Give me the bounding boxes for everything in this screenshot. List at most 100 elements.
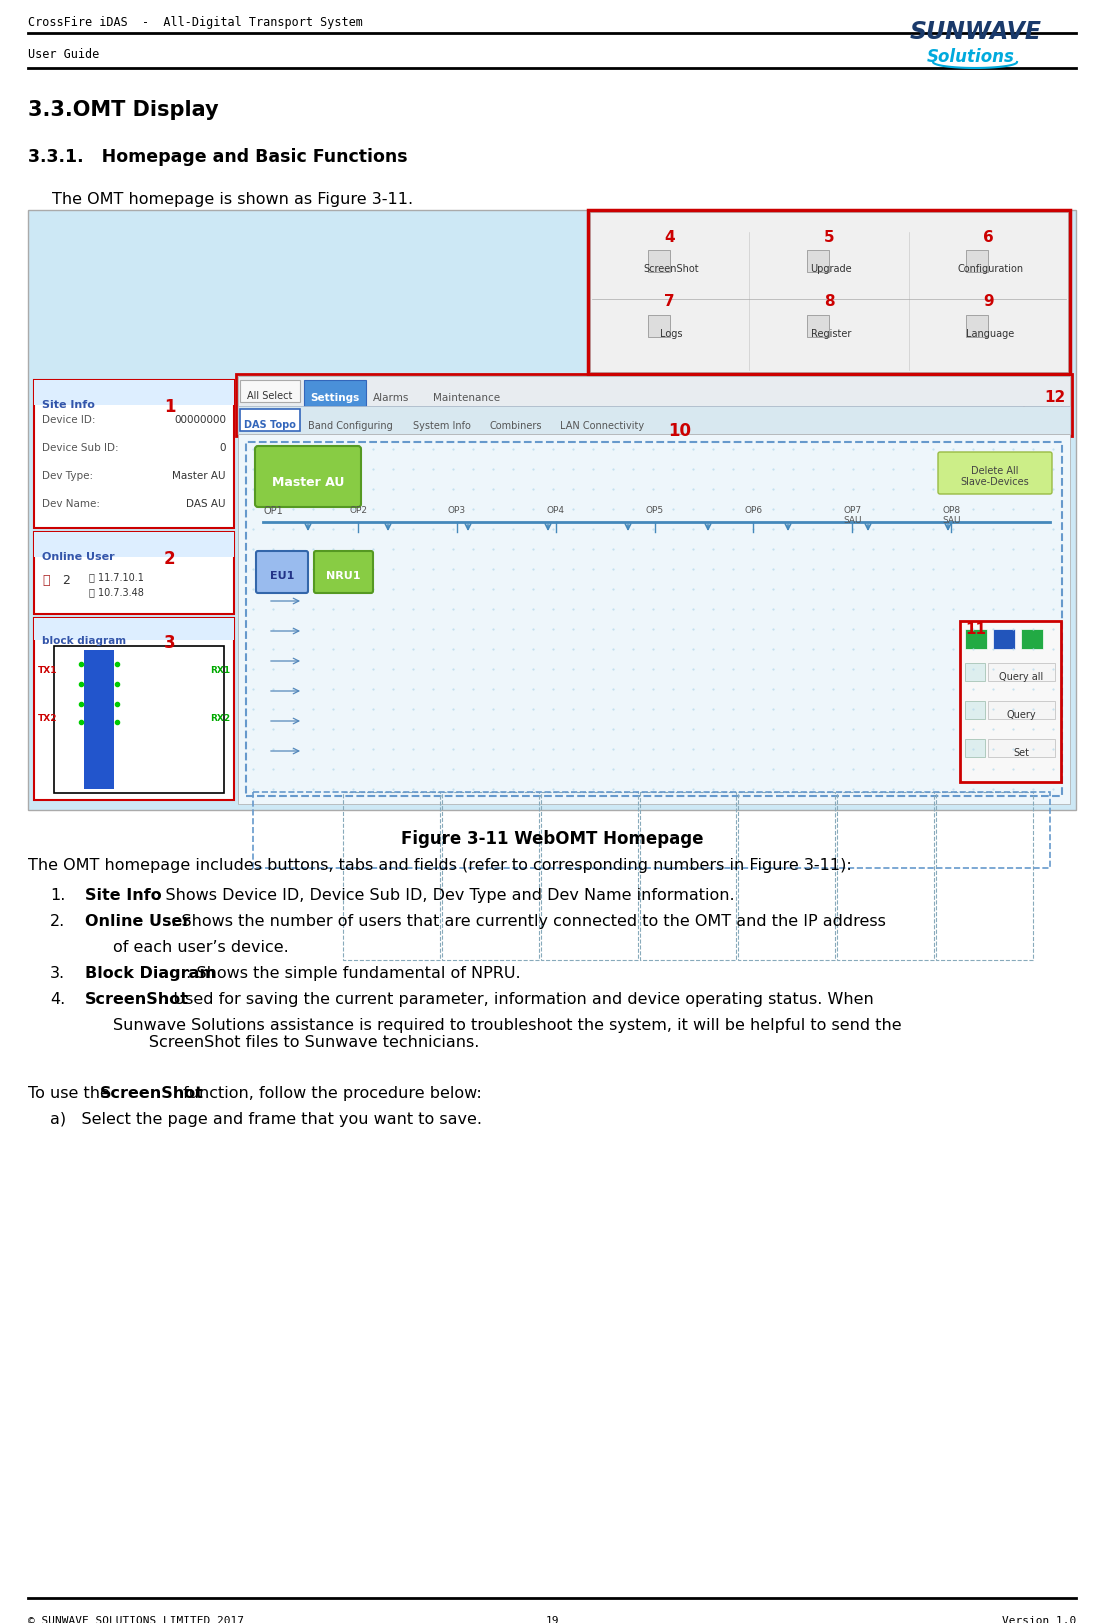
Bar	[34, 618, 234, 800]
Text: 3.3.OMT Display: 3.3.OMT Display	[28, 101, 219, 120]
Text: Online User: Online User	[42, 552, 115, 562]
Bar	[965, 630, 987, 649]
Bar	[238, 433, 1070, 803]
FancyBboxPatch shape	[314, 550, 373, 592]
Text: System Info: System Info	[413, 420, 471, 432]
Bar	[648, 250, 670, 273]
FancyBboxPatch shape	[255, 446, 361, 506]
Text: of each user’s device.: of each user’s device.	[113, 940, 289, 954]
Text: 2: 2	[164, 550, 176, 568]
Text: : Used for saving the current parameter, information and device operating status: : Used for saving the current parameter,…	[163, 992, 873, 1006]
Text: 12: 12	[1044, 390, 1066, 406]
Bar	[1025, 386, 1062, 407]
Text: function, follow the procedure below:: function, follow the procedure below:	[178, 1086, 481, 1100]
Text: 4: 4	[665, 230, 675, 245]
Text: The OMT homepage includes buttons, tabs and fields (refer to corresponding numbe: The OMT homepage includes buttons, tabs …	[28, 859, 852, 873]
Text: Dev Type:: Dev Type:	[42, 471, 93, 480]
Bar	[988, 738, 1055, 756]
Text: 1.: 1.	[50, 888, 65, 902]
Text: Combiners: Combiners	[490, 420, 542, 432]
Bar	[343, 792, 439, 959]
Text: Block Diagram: Block Diagram	[85, 966, 216, 980]
Text: a)   Select the page and frame that you want to save.: a) Select the page and frame that you wa…	[50, 1112, 482, 1126]
Bar	[246, 441, 1062, 795]
Text: DAS AU: DAS AU	[187, 498, 226, 510]
Text: Site Info: Site Info	[85, 888, 162, 902]
Text: 1: 1	[164, 398, 176, 415]
Text: Band Configuring: Band Configuring	[308, 420, 393, 432]
Text: EU1: EU1	[269, 571, 294, 581]
Text: RX2: RX2	[210, 714, 230, 722]
Bar	[238, 406, 1070, 433]
Text: 11: 11	[965, 622, 986, 636]
Bar	[807, 315, 829, 338]
Text: To use the: To use the	[28, 1086, 115, 1100]
Bar	[992, 630, 1015, 649]
Bar	[965, 701, 985, 719]
Bar	[936, 792, 1033, 959]
Text: ScreenShot: ScreenShot	[99, 1086, 203, 1100]
Text: ScreenShot: ScreenShot	[85, 992, 189, 1006]
Bar	[28, 209, 1076, 810]
Bar	[54, 646, 224, 794]
FancyBboxPatch shape	[938, 451, 1052, 493]
Text: 5: 5	[824, 230, 835, 245]
Bar	[837, 792, 934, 959]
Text: 7: 7	[665, 294, 675, 308]
Text: Master AU: Master AU	[272, 476, 344, 489]
Text: Query: Query	[1007, 709, 1037, 721]
Text: : Shows the simple fundamental of NPRU.: : Shows the simple fundamental of NPRU.	[187, 966, 521, 980]
Bar	[960, 622, 1061, 782]
FancyBboxPatch shape	[256, 550, 308, 592]
Text: Upgrade: Upgrade	[810, 265, 852, 274]
Bar	[34, 618, 234, 639]
Text: Device ID:: Device ID:	[42, 415, 96, 425]
Bar	[442, 792, 539, 959]
Bar	[240, 380, 300, 403]
Bar	[34, 532, 234, 613]
Text: RX1: RX1	[210, 665, 230, 675]
Text: OP6: OP6	[744, 506, 763, 514]
Bar	[590, 213, 1068, 372]
Bar	[541, 792, 638, 959]
Bar	[807, 250, 829, 273]
Text: NRU1: NRU1	[326, 571, 360, 581]
Text: Alarms: Alarms	[373, 393, 410, 403]
Text: 2.: 2.	[50, 914, 65, 928]
Text: OP7
SAU: OP7 SAU	[843, 506, 861, 526]
Text: Sunwave Solutions assistance is required to troubleshoot the system, it will be : Sunwave Solutions assistance is required…	[113, 1018, 902, 1050]
Text: 3.3.1.   Homepage and Basic Functions: 3.3.1. Homepage and Basic Functions	[28, 148, 407, 166]
Text: Settings: Settings	[310, 393, 360, 403]
Bar	[1021, 630, 1043, 649]
Text: Language: Language	[966, 329, 1015, 339]
Bar	[639, 792, 736, 959]
Text: OP3: OP3	[448, 506, 466, 514]
Text: Solutions: Solutions	[927, 49, 1015, 67]
Text: TX1: TX1	[38, 665, 57, 675]
Text: 4.: 4.	[50, 992, 65, 1006]
Bar	[965, 738, 985, 756]
Text: OP5: OP5	[646, 506, 664, 514]
Bar	[34, 380, 234, 406]
Bar	[304, 380, 367, 406]
Text: 👤: 👤	[42, 575, 50, 588]
Text: Register: Register	[810, 329, 851, 339]
Text: Query all: Query all	[999, 672, 1043, 682]
Bar	[34, 380, 234, 527]
Bar	[739, 792, 836, 959]
Text: 6: 6	[983, 230, 994, 245]
Bar	[84, 649, 114, 789]
Bar	[588, 209, 1070, 373]
Bar	[966, 315, 988, 338]
Text: OP1: OP1	[263, 506, 283, 516]
Text: Logs: Logs	[660, 329, 683, 339]
Text: Configuration: Configuration	[957, 265, 1023, 274]
Bar	[988, 664, 1055, 682]
Text: The OMT homepage is shown as Figure 3-11.: The OMT homepage is shown as Figure 3-11…	[52, 192, 413, 208]
Text: User Guide: User Guide	[28, 49, 99, 62]
Text: CrossFire iDAS  -  All-Digital Transport System: CrossFire iDAS - All-Digital Transport S…	[28, 16, 363, 29]
Text: : Shows Device ID, Device Sub ID, Dev Type and Dev Name information.: : Shows Device ID, Device Sub ID, Dev Ty…	[156, 888, 735, 902]
Text: Delete All: Delete All	[972, 466, 1019, 476]
Text: 0: 0	[220, 443, 226, 453]
Bar	[236, 373, 1072, 437]
